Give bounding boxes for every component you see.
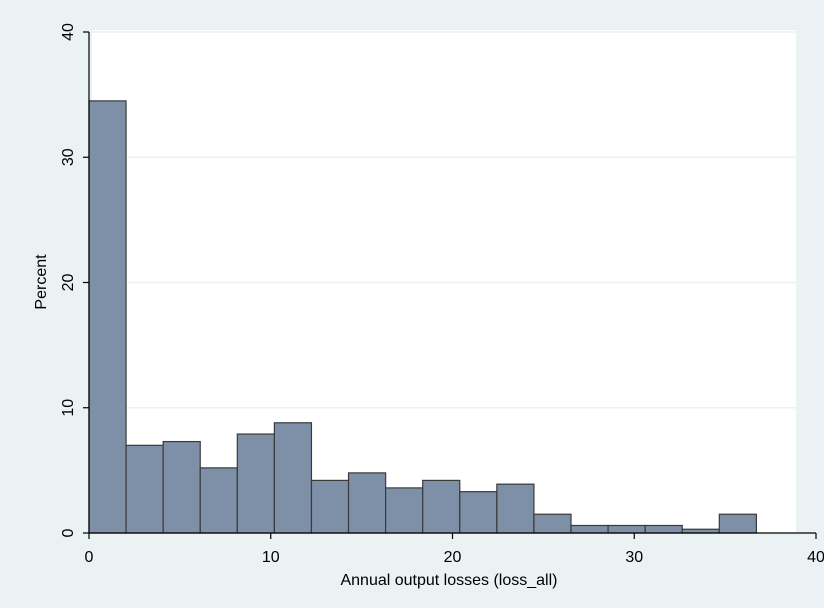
histogram-bar-7 — [347, 472, 387, 534]
y-axis-title: Percent — [33, 254, 50, 310]
x-tick-label-0: 0 — [85, 549, 94, 566]
axes — [83, 31, 817, 539]
histogram-bar-17 — [718, 513, 757, 534]
histogram-bar-12 — [533, 513, 572, 534]
x-tick-label-1: 10 — [262, 549, 280, 566]
histogram-bar-8 — [385, 487, 424, 534]
histogram-bar-2 — [162, 440, 201, 534]
histogram-bar-4 — [236, 433, 275, 534]
histogram-bar-5 — [273, 422, 313, 534]
histogram-bar-3 — [199, 467, 238, 534]
x-tick-label-4: 40 — [807, 549, 824, 566]
x-axis-title: Annual output losses (loss_all) — [340, 572, 557, 589]
y-tick-label-4: 40 — [60, 23, 77, 41]
y-tick-label-0: 0 — [60, 528, 77, 537]
gridlines — [89, 31, 796, 409]
histogram-bar-11 — [496, 483, 535, 534]
histogram-bar-1 — [125, 444, 164, 534]
histogram-bar-0 — [88, 100, 127, 534]
y-tick-label-1: 10 — [60, 399, 77, 417]
histogram-bar-14 — [607, 524, 646, 534]
histogram-bar-15 — [644, 524, 683, 534]
x-tick-label-2: 20 — [444, 549, 462, 566]
histogram-bar-6 — [310, 479, 350, 534]
histogram-bar-13 — [570, 524, 609, 534]
plot-area — [92, 30, 796, 533]
tick-labels: 0 10 20 30 40 0 10 20 30 40 — [60, 23, 824, 566]
y-tick-label-2: 20 — [60, 274, 77, 292]
histogram-bar-9 — [422, 479, 461, 534]
y-tick-label-3: 30 — [60, 148, 77, 166]
x-tick-label-3: 30 — [625, 549, 643, 566]
histogram-bar-10 — [459, 491, 498, 534]
